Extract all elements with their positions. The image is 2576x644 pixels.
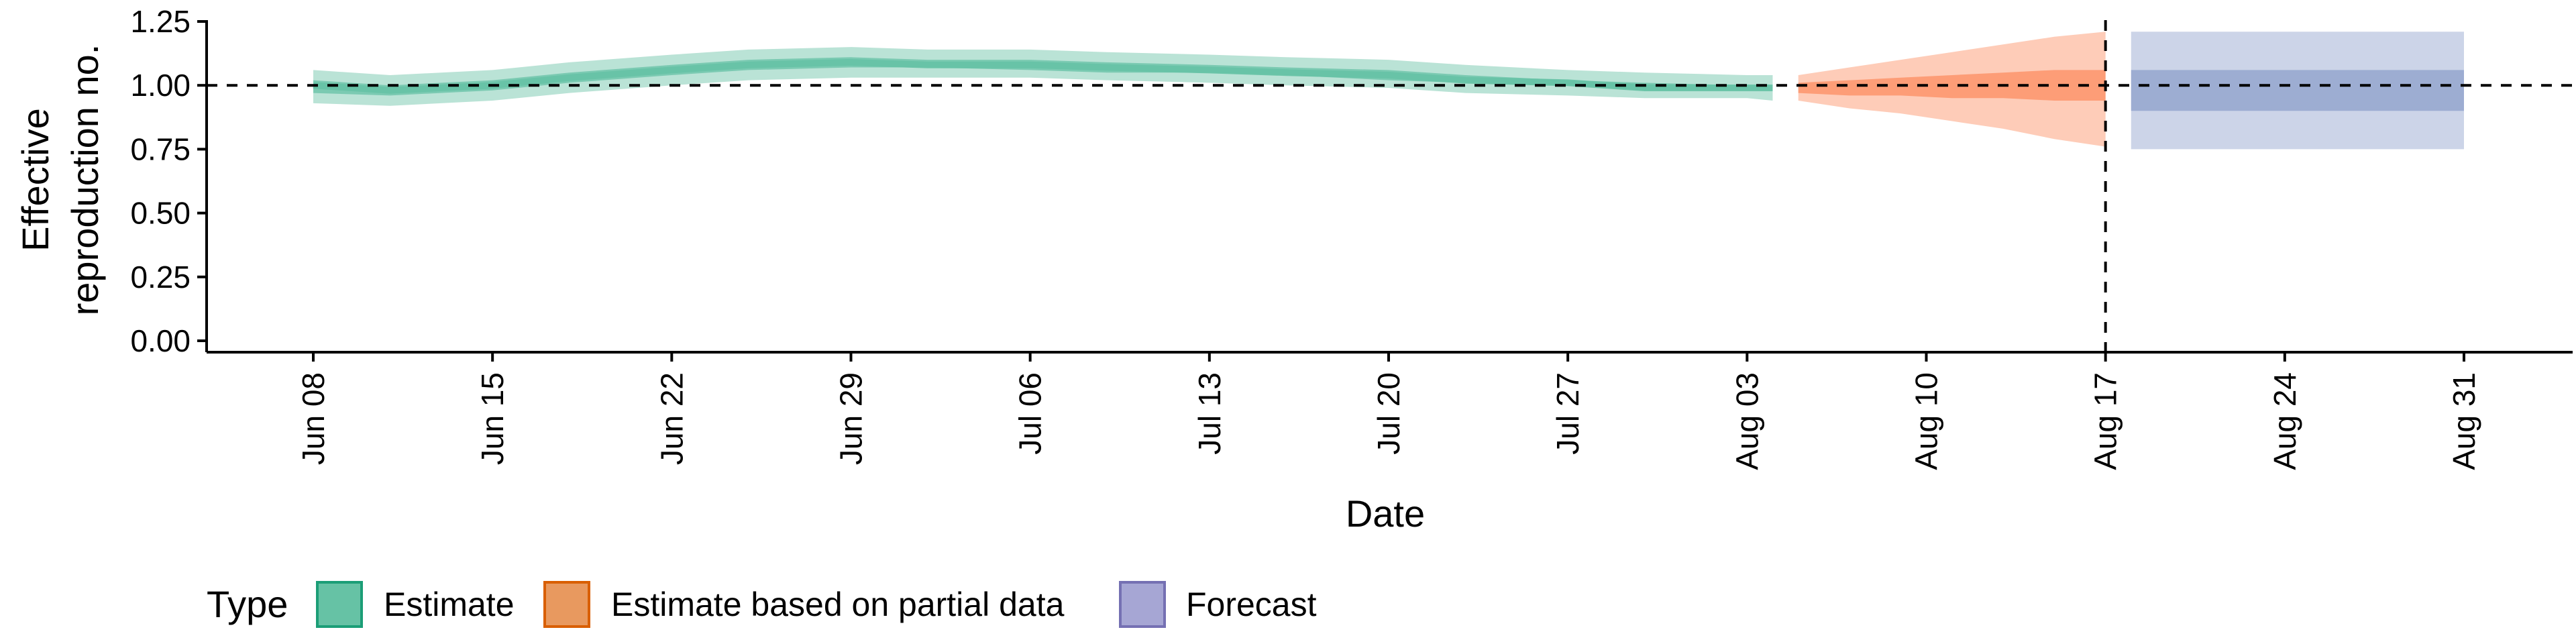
y-tick-label: 0.50 — [130, 196, 191, 231]
y-tick-label: 0.75 — [130, 131, 191, 166]
partial-band-50 — [1798, 70, 2106, 101]
legend-swatch-forecast — [1119, 581, 1166, 628]
estimate-band-90 — [313, 47, 1773, 106]
legend-label-estimate: Estimate — [384, 586, 515, 623]
y-tick-label: 1.00 — [130, 68, 191, 103]
legend: Type Estimate Estimate based on partial … — [207, 581, 1317, 628]
y-axis-title-line-1: Effective — [14, 108, 56, 252]
y-tick-label: 0.25 — [130, 260, 191, 294]
legend-label-partial: Estimate based on partial data — [611, 586, 1065, 623]
x-axis-title: Date — [1346, 492, 1425, 535]
y-tick-label: 1.25 — [130, 4, 191, 39]
x-tick-label: Jun 29 — [834, 372, 869, 465]
plot-area: 0.00 0.25 0.50 0.75 1.00 1.25 Jun 08 Jun 15 Jun … — [130, 4, 2573, 470]
legend-label-forecast: Forecast — [1186, 586, 1317, 623]
x-tick-label: Jun 15 — [475, 372, 510, 465]
y-tick-label: 0.00 — [130, 323, 191, 358]
x-tick-label: Jun 08 — [296, 372, 331, 465]
x-tick-label: Aug 24 — [2267, 372, 2302, 470]
x-tick-label: Jul 27 — [1550, 372, 1585, 455]
x-tick-label: Jul 06 — [1013, 372, 1048, 455]
forecast-band-50 — [2131, 70, 2464, 111]
legend-title: Type — [207, 583, 288, 625]
estimate-median-line — [313, 58, 1773, 94]
x-tick-label: Jun 22 — [654, 372, 689, 465]
x-tick-label: Aug 17 — [2088, 372, 2123, 470]
x-tick-label: Aug 31 — [2447, 372, 2481, 470]
x-tick-label: Jul 20 — [1371, 372, 1406, 455]
legend-swatch-estimate — [316, 581, 363, 628]
legend-swatch-partial — [543, 581, 590, 628]
x-tick-label: Aug 10 — [1909, 372, 1944, 470]
x-tick-label: Aug 03 — [1729, 372, 1764, 470]
y-axis-title: Effective reproduction no. — [14, 44, 106, 316]
x-tick-label: Jul 13 — [1192, 372, 1227, 455]
y-axis-title-line-2: reproduction no. — [64, 44, 106, 316]
